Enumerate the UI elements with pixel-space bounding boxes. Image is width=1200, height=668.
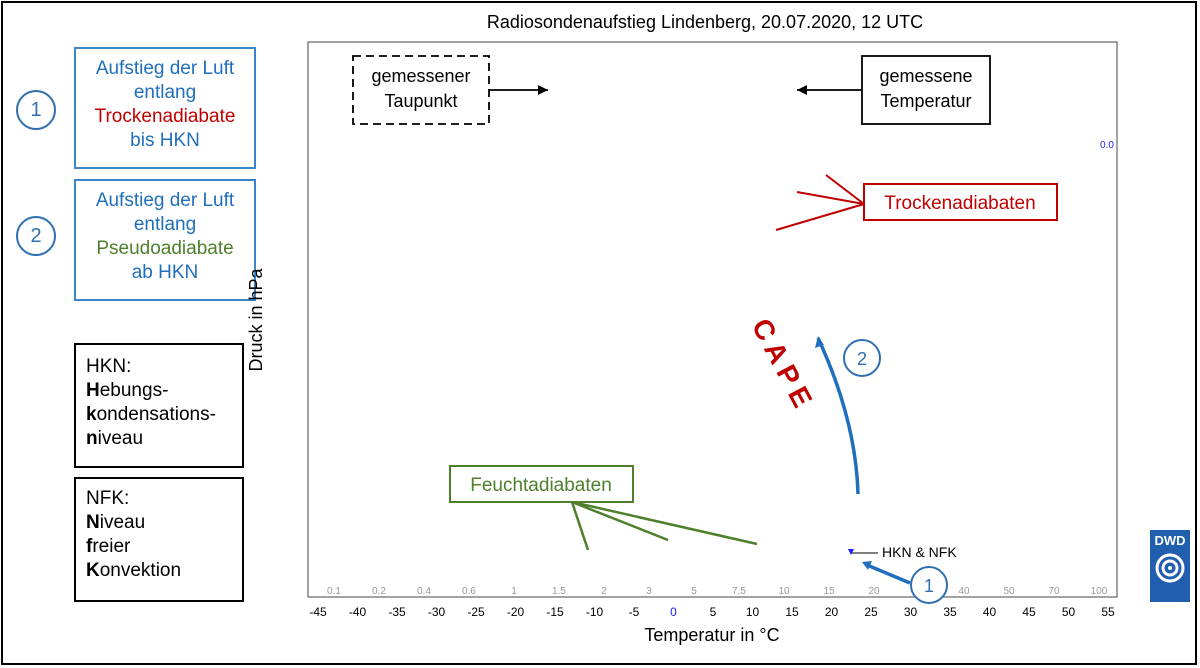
- dwd-logo: DWD: [1150, 530, 1190, 602]
- step1-line2: entlang: [133, 82, 197, 103]
- x-tick-label: 30: [904, 605, 918, 619]
- nfk-line3: freier: [86, 536, 131, 557]
- moist-adiabat-arrow: [571, 500, 758, 546]
- step2-line2: entlang: [133, 214, 197, 235]
- mixing-ratio-label: 0.2: [372, 586, 386, 597]
- dry-adiabats-label: Trockenadiabaten: [884, 193, 1035, 214]
- moist-adiabats-label: Feuchtadiabaten: [470, 475, 612, 496]
- dewpoint-callout-text: Taupunkt: [384, 91, 457, 111]
- x-axis-label: Temperatur in °C: [644, 625, 779, 645]
- x-tick-label: 5: [710, 605, 717, 619]
- dewpoint-arrowhead: [538, 85, 548, 95]
- dry-adiabats-box: [863, 183, 1058, 221]
- hkn-line1: HKN:: [86, 356, 132, 377]
- moist-adiabats-box: [449, 465, 634, 503]
- moist-adiabat-arrow: [570, 501, 590, 551]
- step1-circle: 1: [16, 90, 56, 130]
- mixing-ratio-label: 50: [1003, 586, 1015, 597]
- x-tick-label: 10: [746, 605, 760, 619]
- x-tick-label: -40: [349, 605, 367, 619]
- mixing-ratio-label: 0.1: [327, 586, 341, 597]
- dwd-logo-text: DWD: [1154, 533, 1186, 548]
- mixing-ratio-label: 20: [868, 586, 880, 597]
- mixing-ratio-label: 0.6: [462, 586, 476, 597]
- lcl-lfc-marker: [848, 549, 854, 555]
- step2-chart-number: 2: [857, 349, 867, 369]
- step2-line3: Pseudoadiabate: [96, 238, 234, 259]
- step1-line3: Trockenadiabate: [94, 106, 236, 127]
- temperature-arrowhead: [797, 85, 807, 95]
- step2-circle: 2: [16, 216, 56, 256]
- x-tick-label: -10: [586, 605, 604, 619]
- mixing-ratio-label: 100: [1091, 586, 1108, 597]
- plot-frame: [307, 41, 1118, 598]
- mixing-ratio-label: 1: [511, 586, 517, 597]
- temperature-callout-text: gemessene: [879, 66, 972, 86]
- mixing-ratio-label: 0.4: [417, 586, 431, 597]
- step2-line4: ab HKN: [131, 262, 199, 283]
- step1-line4: bis HKN: [130, 130, 200, 151]
- mixing-ratio-label: 2: [601, 586, 607, 597]
- x-tick-label: -5: [629, 605, 640, 619]
- x-tick-label: 40: [983, 605, 997, 619]
- step2-line1: Aufstieg der Luft: [95, 190, 235, 211]
- hkn-line4: niveau: [86, 428, 144, 449]
- lcl-lfc-label: HKN & NFK: [882, 544, 957, 560]
- step2-arrow: [816, 337, 860, 495]
- dry-adiabat-arrow: [796, 191, 865, 205]
- chart-title: Radiosondenaufstieg Lindenberg, 20.07.20…: [487, 12, 923, 32]
- nfk-line1: NFK:: [86, 488, 130, 509]
- temperature-callout-box: [861, 55, 991, 125]
- mixing-ratio-label: 40: [958, 586, 970, 597]
- step1-chart-number: 1: [924, 576, 934, 596]
- mixing-ratio-label: 5: [691, 586, 697, 597]
- nfk-box: NFK: Niveau freier Konvektion: [74, 477, 244, 602]
- hkn-box: HKN: Hebungs- kondensations- niveau: [74, 343, 244, 468]
- x-tick-label: -45: [309, 605, 327, 619]
- x-tick-label: 55: [1101, 605, 1115, 619]
- x-tick-label: 15: [785, 605, 799, 619]
- x-tick-label: -15: [546, 605, 564, 619]
- step1-line1: Aufstieg der Luft: [95, 58, 235, 79]
- y-axis-label: Druck in hPa: [246, 267, 266, 371]
- nfk-line2: Niveau: [86, 512, 146, 533]
- corner-label: 0.0: [1100, 140, 1114, 151]
- x-tick-label: 45: [1022, 605, 1036, 619]
- step1-box: Aufstieg der Luft entlang Trockenadiabat…: [74, 47, 256, 169]
- step1-chart-circle: [910, 566, 948, 604]
- step1-arrow: [866, 563, 911, 585]
- step1-arrowhead: [862, 561, 872, 570]
- x-tick-label: -30: [428, 605, 446, 619]
- x-tick-label: 35: [943, 605, 957, 619]
- x-tick-label: 0: [670, 605, 677, 619]
- moist-adiabat-arrow: [571, 500, 669, 542]
- mixing-ratio-label: 7.5: [732, 586, 746, 597]
- x-tick-label: 25: [864, 605, 878, 619]
- dewpoint-callout-text: gemessener: [371, 66, 470, 86]
- dry-adiabat-arrow: [825, 174, 865, 205]
- mixing-ratio-label: 3: [646, 586, 652, 597]
- mixing-ratio-label: 15: [823, 586, 835, 597]
- step2-box: Aufstieg der Luft entlang Pseudoadiabate…: [74, 179, 256, 301]
- x-tick-label: 20: [825, 605, 839, 619]
- mixing-ratio-label: 10: [778, 586, 790, 597]
- x-tick-label: -25: [467, 605, 485, 619]
- dwd-swirl-icon: [1155, 553, 1185, 583]
- nfk-line4: Konvektion: [86, 560, 182, 581]
- mixing-ratio-label: 70: [1048, 586, 1060, 597]
- hkn-line2: Hebungs-: [86, 380, 169, 401]
- x-tick-label: 50: [1062, 605, 1076, 619]
- x-tick-label: -35: [388, 605, 406, 619]
- step2-arrowhead: [815, 336, 824, 348]
- hkn-line3: kondensations-: [86, 404, 216, 425]
- temperature-callout-text: Temperatur: [880, 91, 971, 111]
- step2-chart-circle: [843, 339, 881, 377]
- dry-adiabat-arrow: [775, 203, 865, 231]
- mixing-ratio-label: 1.5: [552, 586, 566, 597]
- cape-label: CAPE: [746, 313, 821, 417]
- x-tick-label: -20: [507, 605, 525, 619]
